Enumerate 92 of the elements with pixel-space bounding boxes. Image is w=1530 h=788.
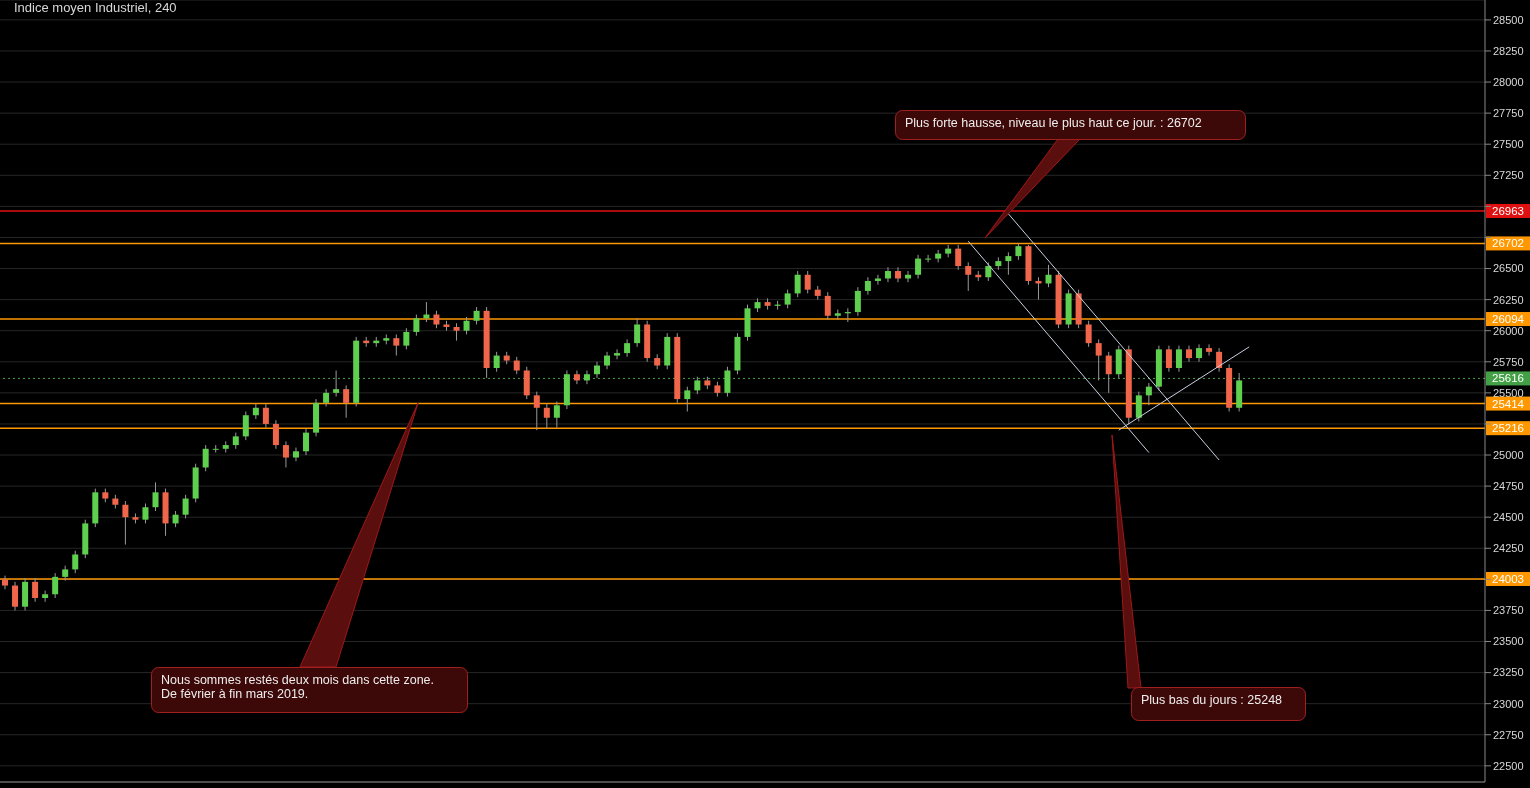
candlestick [794,270,801,298]
candlestick [915,254,922,279]
candlestick [493,351,500,373]
candlestick [333,369,340,398]
candlestick [824,291,831,321]
candlestick [32,577,39,603]
candlestick [1085,320,1092,348]
candlestick [533,391,540,431]
candlestick [202,444,209,472]
candlestick [1045,264,1052,288]
y-tick-label: 23000 [1493,697,1524,710]
y-tick-label: 24750 [1493,480,1524,493]
annotation: Plus forte hausse, niveau le plus haut ce jour. : 26702 [895,110,1245,139]
annotation: Plus bas du jours : 25248 [1131,687,1305,720]
annotation: Nous sommes restés deux mois dans cette zone. De février à fin mars 2019. [151,667,467,712]
candlestick [884,266,891,283]
candlestick [1175,345,1182,373]
candlestick [624,338,631,358]
candlestick [684,386,691,413]
candlestick [212,444,219,454]
y-tick-label: 28000 [1493,75,1524,88]
y-tick-label: 28500 [1493,13,1524,26]
y-tick-label: 23250 [1493,666,1524,679]
y-tick-label: 24500 [1493,511,1524,524]
candlestick [323,388,330,408]
candlestick [393,333,400,357]
ref-line-label: 26963 [1492,204,1524,217]
candlestick [874,274,881,286]
y-tick-label: 27250 [1493,169,1524,182]
candlestick [784,289,791,309]
y-tick-label: 23750 [1493,604,1524,617]
candlestick [152,481,159,512]
y-tick-label: 22750 [1493,728,1524,741]
candlestick [864,276,871,296]
candlestick [724,366,731,398]
y-tick-label: 24250 [1493,542,1524,555]
ref-line-label: 25616 [1492,372,1524,385]
candlestick [1005,251,1012,276]
y-tick-label: 22500 [1493,759,1524,772]
candlestick [593,361,600,379]
candlestick [12,581,19,611]
candlestick [182,494,189,519]
candlestick [854,286,861,317]
ref-line-label: 26702 [1492,237,1524,250]
candlestick [1165,345,1172,373]
candlestick [955,244,962,271]
candlestick [262,403,269,429]
candlestick [925,254,932,263]
y-tick-label: 25500 [1493,386,1524,399]
candlestick [1095,338,1102,381]
candlestick [303,428,310,456]
candlestick [895,266,902,283]
candlestick [583,369,590,385]
ref-line-label: 24003 [1492,572,1524,585]
y-tick-label: 28250 [1493,44,1524,57]
chart-title: Indice moyen Industriel, 240 [14,0,177,15]
y-tick-label: 23500 [1493,635,1524,648]
y-tick-label: 26250 [1493,293,1524,306]
candlestick [573,369,580,385]
y-tick-label: 25750 [1493,355,1524,368]
candlestick [804,270,811,294]
ref-line-label: 25414 [1492,397,1525,410]
candlestick [343,384,350,419]
y-tick-label: 26500 [1493,262,1524,275]
candlestick [1206,343,1213,357]
candlestick [634,317,641,348]
candlestick [1196,343,1203,363]
candlestick [965,261,972,292]
candlestick [1135,391,1142,422]
candlestick [142,503,149,524]
candlestick [1105,351,1112,394]
y-tick-label: 26000 [1493,324,1524,337]
candlestick [413,314,420,337]
candlestick [52,572,59,599]
candlestick [282,440,289,468]
ref-line-label: 26094 [1492,313,1525,326]
candlestick [272,419,279,450]
candlestick [42,590,49,603]
y-tick-label: 27750 [1493,107,1524,120]
candlestick [985,261,992,282]
ref-line-label: 25216 [1492,422,1524,435]
candlestick [553,401,560,429]
candlestick [122,500,129,546]
candlestick [72,550,79,574]
candlestick [403,327,410,350]
y-tick-label: 25000 [1493,448,1524,461]
candlestick [543,403,550,430]
candlestick [935,249,942,263]
candlestick [1145,382,1152,406]
y-tick-label: 27500 [1493,138,1524,151]
candlestick [614,348,621,360]
candlestick [242,411,249,441]
